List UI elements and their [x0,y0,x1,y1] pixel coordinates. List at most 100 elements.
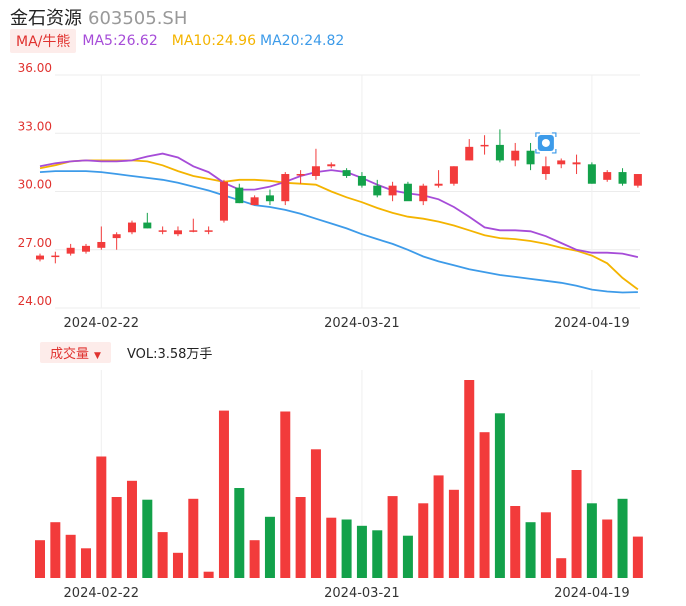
volume-bar-up [126,480,137,578]
x-tick-label: 2024-02-22 [64,586,140,601]
candle-body [158,230,167,232]
volume-bar-up [433,475,444,578]
candle-up [281,172,290,206]
volume-bar-up [111,497,122,578]
volume-bar-down [402,535,413,578]
candle-body [189,230,198,232]
y-tick-label: 27.00 [18,236,52,250]
candle-down [526,142,535,171]
ma-legend: MA/牛熊 MA5:26.62 MA10:24.96 MA20:24.82 [10,29,344,53]
candle-up [327,162,336,169]
candle-up [633,174,642,188]
candle-body [204,230,213,232]
candle-body [81,245,90,252]
volume-bar-down [142,499,153,578]
candle-down [342,168,351,178]
candle-up [603,170,612,182]
candle-body [357,175,366,186]
volume-bar-up [326,517,337,578]
candle-up [557,158,566,169]
volume-bar-up [464,380,475,578]
candle-body [603,172,612,180]
candle-body [557,160,566,165]
volume-bar-up [80,548,91,578]
volume-bar-up [218,410,229,578]
volume-bar-down [525,522,536,578]
candle-body [51,255,60,258]
volume-bar-up [203,571,214,578]
candle-down [495,129,504,163]
candle-down [373,179,382,198]
candle-body [219,181,228,221]
stock-code: 603505.SH [88,8,188,29]
badge-corner [535,132,540,137]
ma-indicator-tag[interactable]: MA/牛熊 [10,29,77,53]
candle-body [66,247,75,254]
candle-body [511,150,520,161]
candle-up [572,154,581,175]
candle-body [250,197,259,206]
candle-body [618,172,627,184]
volume-bar-down [356,525,367,578]
candle-up [66,243,75,256]
candle-body [495,144,504,161]
candle-up [112,232,121,250]
candle-up [511,142,520,167]
candle-body [281,174,290,202]
volume-indicator-tag[interactable]: 成交量 ▼ [40,341,111,363]
candle-down [618,168,627,186]
candle-body [449,166,458,184]
badge-corner [535,148,540,154]
volume-bar-up [295,497,306,578]
candle-body [633,174,642,186]
volume-bar-down [494,413,505,578]
ma5-line [39,152,639,258]
candle-body [173,230,182,235]
candle-up [97,226,106,250]
x-tick-label: 2024-02-22 [64,316,140,331]
candle-up [36,253,44,262]
candle-up [311,148,320,180]
candle-up [541,156,550,180]
volume-bar-up [280,411,291,578]
candle-body [480,144,489,147]
volume-bar-up [310,449,321,578]
candle-up [81,243,90,254]
caret-down-icon: ▼ [94,350,101,361]
volume-bar-up [479,432,490,578]
volume-bar-up [50,522,61,578]
candle-up [127,220,136,235]
x-tick-label: 2024-03-21 [324,586,400,601]
candle-body [143,222,152,229]
badge-corner [551,132,557,137]
y-tick-label: 36.00 [18,61,52,75]
candle-up [158,226,167,235]
candle-up [173,226,182,237]
volume-bar-up [188,498,199,578]
volume-bar-up [510,506,521,578]
candle-up [419,183,428,206]
candle-body [97,241,106,248]
candle-up [434,170,443,188]
candle-body [127,222,136,233]
candle-up [204,226,213,235]
candle-down [235,183,244,204]
volume-bar-down [586,503,597,578]
volume-bar-up [249,540,260,578]
candle-body [541,166,550,175]
volume-bar-down [372,530,383,578]
candle-up [219,179,228,223]
volume-legend: 成交量 ▼ VOL:3.58万手 [40,341,213,363]
volume-bar-up [571,470,582,578]
candle-down [403,181,412,202]
ma10-line [39,159,639,291]
candle-body [526,150,535,165]
volume-bar-up [65,534,76,578]
y-tick-label: 33.00 [18,119,52,133]
candle-up [388,181,397,202]
ma5-label: MA5:26.62 [82,33,158,49]
candle-down [143,212,152,229]
volume-value-label: VOL:3.58万手 [126,346,213,362]
candle-up [51,251,60,264]
